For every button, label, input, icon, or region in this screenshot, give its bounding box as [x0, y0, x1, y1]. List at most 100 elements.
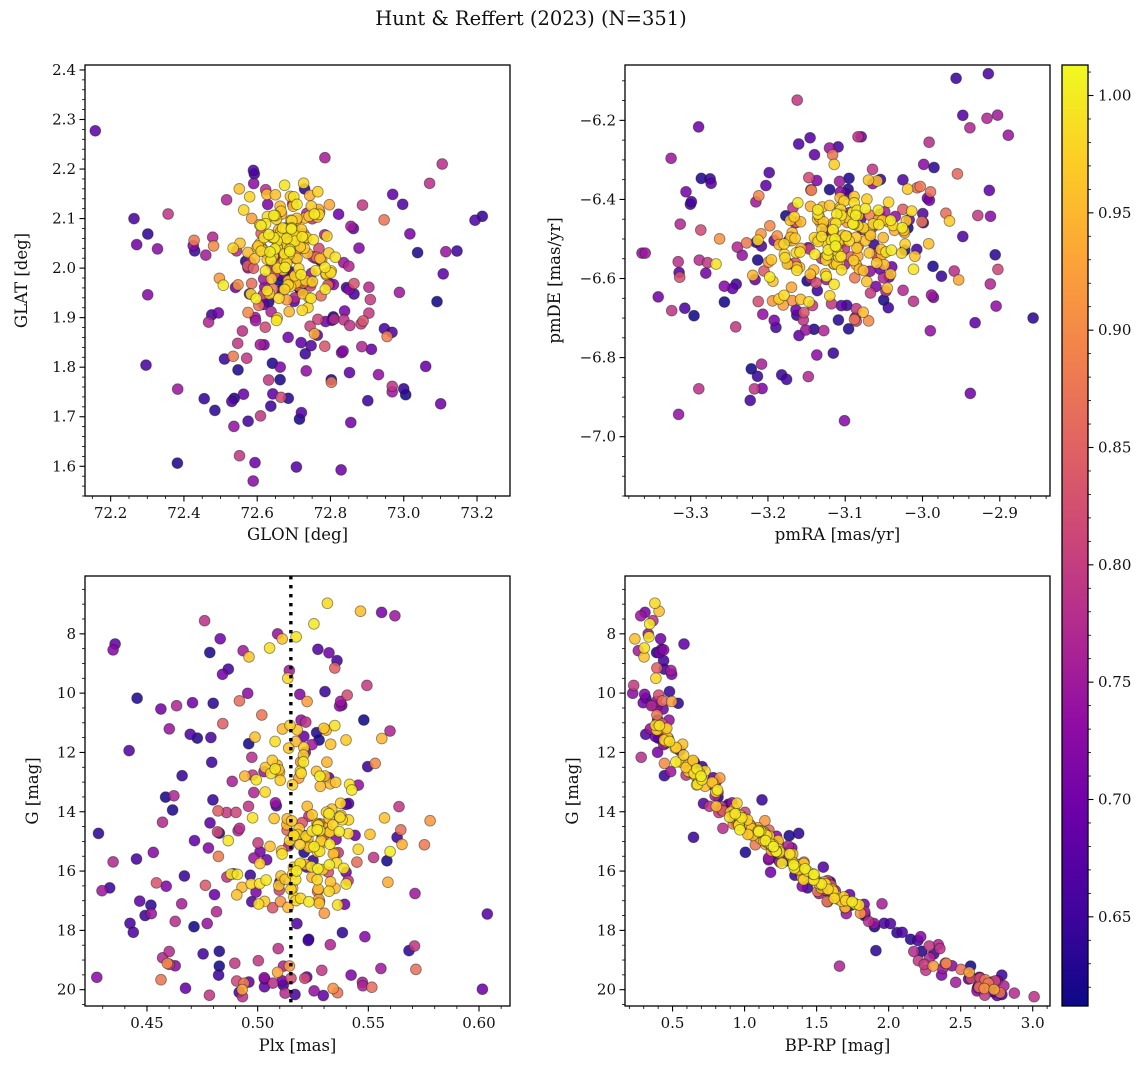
- scatter-point: [308, 840, 320, 853]
- y-tick-label: 2.3: [52, 110, 76, 128]
- scatter-point: [951, 168, 964, 180]
- scatter-point: [89, 124, 102, 137]
- scatter-point: [345, 784, 358, 796]
- scatter-point: [791, 264, 803, 277]
- scatter-point: [372, 368, 385, 381]
- scatter-point: [876, 897, 888, 910]
- scatter-point: [295, 336, 307, 349]
- scatter-point: [469, 214, 481, 227]
- scatter-points-cmd: [626, 597, 1040, 1003]
- scatter-point: [204, 817, 216, 829]
- scatter-point: [882, 301, 895, 314]
- scatter-point: [896, 221, 909, 234]
- scatter-point: [1002, 129, 1015, 142]
- scatter-point: [833, 175, 846, 188]
- scatter-point: [259, 265, 272, 277]
- scatter-point: [232, 279, 244, 291]
- scatter-point: [233, 183, 246, 195]
- scatter-point: [312, 643, 324, 656]
- scatter-point: [290, 461, 303, 473]
- scatter-point: [328, 719, 341, 732]
- x-tick-label: 0.50: [241, 1014, 274, 1032]
- scatter-point: [327, 982, 339, 995]
- scatter-point: [663, 685, 676, 698]
- scatter-point: [928, 161, 940, 174]
- scatter-point: [313, 897, 326, 910]
- scatter-point: [340, 878, 353, 890]
- xlabel-bprp: BP-RP [mag]: [785, 1036, 891, 1055]
- scatter-point: [314, 780, 327, 793]
- scatter-point: [305, 292, 317, 305]
- scatter-point: [734, 823, 746, 836]
- scatter-point: [765, 253, 778, 266]
- x-tick-label: −3.2: [750, 504, 786, 522]
- scatter-point: [214, 632, 227, 645]
- scatter-point: [291, 198, 303, 211]
- scatter-point: [810, 349, 823, 361]
- scatter-point: [238, 770, 251, 782]
- scatter-point: [779, 251, 791, 264]
- scatter-point: [160, 880, 173, 893]
- scatter-point: [705, 177, 717, 190]
- y-tick-label: 20: [597, 981, 616, 999]
- scatter-point: [249, 731, 261, 743]
- scatter-point: [345, 969, 357, 981]
- scatter-point: [233, 449, 246, 462]
- scatter-point: [935, 270, 948, 283]
- scatter-point: [332, 208, 345, 221]
- scatter-point: [232, 364, 244, 376]
- scatter-point: [882, 196, 895, 209]
- scatter-point: [356, 199, 369, 211]
- scatter-point: [764, 866, 777, 879]
- scatter-point: [156, 816, 169, 829]
- scatter-point: [934, 942, 946, 955]
- scatter-point: [302, 934, 315, 947]
- scatter-point: [212, 969, 225, 981]
- scatter-point: [687, 831, 700, 844]
- scatter-point: [872, 218, 885, 231]
- scatter-point: [823, 289, 836, 302]
- scatter-point: [96, 884, 108, 897]
- scatter-point: [897, 284, 909, 297]
- scatter-point: [242, 415, 254, 428]
- scatter-point: [199, 879, 212, 892]
- scatter-point: [729, 807, 742, 820]
- xlabel-glon: GLON [deg]: [247, 525, 348, 544]
- scatter-point: [363, 307, 375, 319]
- panel-proper-motion: −3.3 −3.2 −3.1 −3.0 −2.9 −7.0 −6.8 −6.6 −6.4 −6.2: [580, 64, 1051, 522]
- scatter-point: [862, 174, 875, 186]
- scatter-point: [298, 972, 311, 985]
- scatter-point: [269, 735, 281, 748]
- scatter-point: [804, 131, 816, 144]
- scatter-point: [323, 885, 335, 898]
- scatter-point: [896, 926, 909, 939]
- scatter-point: [752, 234, 764, 247]
- scatter-point: [272, 942, 285, 955]
- scatter-point: [248, 252, 261, 265]
- x-tick-label: −2.9: [982, 504, 1018, 522]
- scatter-point: [243, 651, 255, 663]
- scatter-point: [828, 158, 841, 171]
- y-tick-label: 14: [597, 803, 616, 821]
- scatter-point: [717, 822, 729, 835]
- scatter-point: [324, 838, 336, 851]
- scatter-point: [706, 776, 719, 789]
- scatter-point: [884, 268, 897, 281]
- scatter-point: [361, 394, 374, 407]
- scatter-point: [439, 245, 452, 258]
- scatter-point: [808, 868, 820, 881]
- scatter-point: [925, 289, 938, 301]
- scatter-point: [396, 838, 408, 851]
- x-tick-label: −3.0: [904, 504, 940, 522]
- x-tick-label: 0.45: [130, 1014, 163, 1032]
- scatter-point: [739, 846, 752, 859]
- panel-position: 72.2 72.4 72.6 72.8 73.0 73.2 1.6 1.7 1.8 1.9 2.0 2…: [52, 61, 511, 522]
- scatter-point: [252, 837, 264, 849]
- scatter-point: [411, 246, 424, 259]
- y-tick-label: 14: [57, 803, 76, 821]
- axes-spines: [84, 64, 511, 497]
- x-tick-label: 3.0: [1021, 1014, 1045, 1032]
- scatter-point: [969, 316, 981, 329]
- scatter-point: [365, 343, 378, 356]
- scatter-point: [295, 767, 308, 780]
